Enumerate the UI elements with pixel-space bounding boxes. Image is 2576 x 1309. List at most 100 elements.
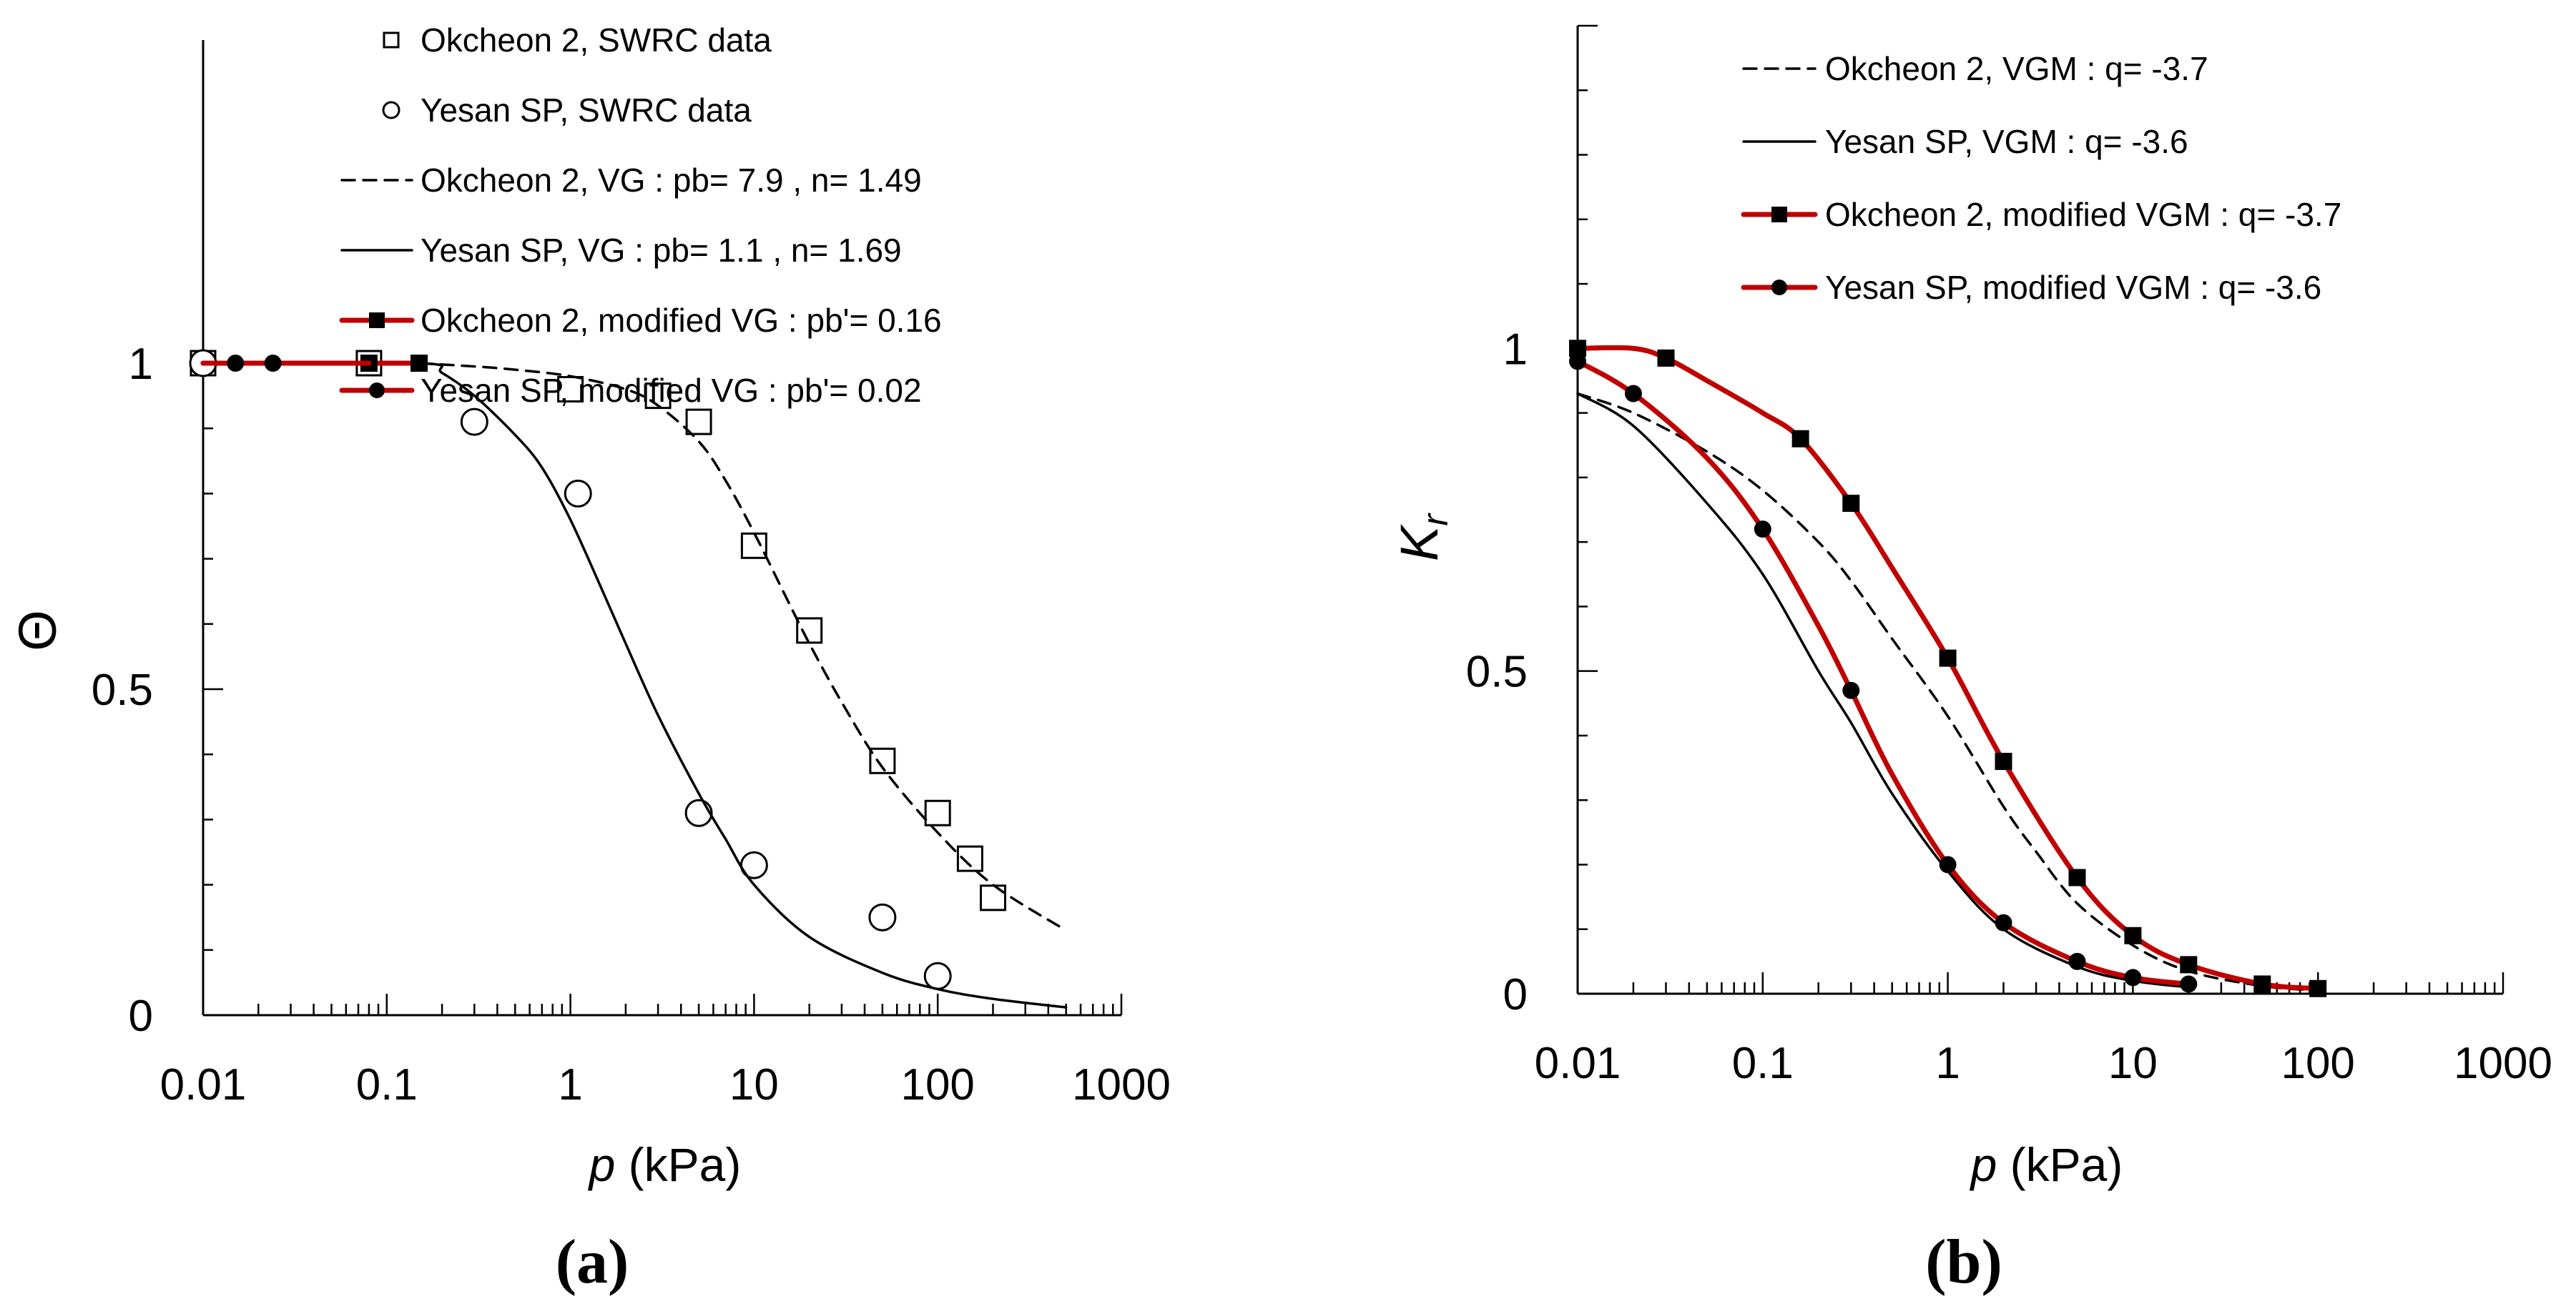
panel-b-series-3-point [1842,681,1860,699]
panel-b-y-axis-label-sub: r [1415,513,1455,526]
panel-a-legend-entry: Yesan SP, modified VG : pb'= 0.02 [339,372,922,409]
panel-a-series-1-point [564,479,592,508]
panel-a-series-2-curve [418,362,1068,932]
panel-b-x-tick-label: 1000 [2454,1039,2552,1088]
panel-a-x-axis-label-units: (kPa) [615,1138,741,1191]
panel-a-y-tick-label: 1 [129,340,153,389]
panel-a-legend-label: Okcheon 2, SWRC data [421,21,772,59]
panel-a-x-axis-label: p (kPa) [588,1138,742,1191]
panel-a-y-axis-label: Θ [8,610,67,651]
panel-b-legend-marker [1771,280,1787,295]
panel-a-legend-marker [369,382,385,398]
panel-a-series-0-point [980,884,1007,912]
panel-a-legend-marker [383,31,400,49]
panel-a-legend-label: Okcheon 2, VG : pb= 7.9 , n= 1.49 [421,162,922,199]
panel-b-y-axis-label: Kr [1390,513,1455,561]
panel-a-series-0-point [685,408,712,435]
panel-b-label: (b) [1925,1228,2002,1297]
panel-a-series-5-point [264,355,282,372]
panel-b-series-2-curve [1575,345,2321,992]
panel-b-legend-label: Okcheon 2, modified VGM : q= -3.7 [1825,196,2341,233]
panel-a-x-tick-label: 1 [558,1060,582,1110]
panel-a-legend-entry: Okcheon 2, VG : pb= 7.9 , n= 1.49 [340,162,922,199]
panel-a-series-3-curve [202,361,1068,1009]
panel-a-x-tick-label: 0.01 [160,1060,247,1110]
panel-a-series-0-point [924,799,951,826]
panel-b-series-3-point [1995,914,2012,932]
panel-b-y-axis-label-main: K [1390,523,1449,561]
panel-b-series-3-point [2124,969,2142,987]
panel-a-legend-label: Okcheon 2, modified VG : pb'= 0.16 [421,302,942,339]
panel-a-legend-entry: Yesan SP, VG : pb= 1.1 , n= 1.69 [340,232,902,269]
panel-b-series-2-point [2068,869,2086,886]
panel-b-x-tick-label: 10 [2108,1039,2158,1088]
panel-a-x-tick-label: 100 [900,1060,974,1110]
panel-a-series-4-point [411,355,428,372]
panel-b-series-2-point [1657,349,1675,367]
panel-b-series-2-point [1995,753,2012,771]
panel-a-legend: Okcheon 2, SWRC data Yesan SP, SWRC data O… [339,21,942,409]
panel-b-legend: Okcheon 2, VGM : q= -3.7 Yesan SP, VGM : … [1741,50,2341,306]
panel-a-legend-entry: Yesan SP, SWRC data [382,92,752,129]
panel-b-kr-chart: 0.01 0.1 1 10 100 1000 0 0.5 1 Okcheon 2, VGM : … [1390,24,2552,1297]
panel-a-series-3 [202,361,1068,1009]
panel-a-legend-entry: Okcheon 2, SWRC data [383,21,772,59]
panel-a-series-1-point [684,799,713,827]
panel-b-legend-marker [1771,207,1787,222]
panel-a-axes: 0.01 0.1 1 10 100 1000 0 0.5 1 [92,40,1171,1110]
panel-b-series-3-point [2068,952,2086,970]
panel-b-series-3 [1569,352,2198,993]
panel-a-x-tick-label: 1000 [1072,1060,1171,1110]
panel-a-legend-marker [382,101,400,119]
panel-b-x-axis-label-italic: p [1970,1138,1997,1191]
panel-b-x-axis-label-units: (kPa) [1997,1138,2123,1191]
panel-b-series-2-point [2253,975,2271,993]
panel-b-series-2-point [1842,494,1860,512]
panel-a-series-1-point [868,903,897,932]
panel-a-legend-label: Yesan SP, VG : pb= 1.1 , n= 1.69 [421,232,902,269]
panel-a-series-2 [418,362,1068,932]
panel-a-series-1-point [923,962,952,990]
panel-a-label: (a) [556,1228,629,1297]
panel-b-legend-entry: Okcheon 2, modified VGM : q= -3.7 [1741,196,2341,233]
panel-b-y-tick-label: 1 [1503,325,1528,374]
panel-b-series-3-point [1624,385,1642,402]
panel-a-data [189,349,1068,1009]
panel-b-series-2-point [2309,979,2327,997]
panel-a-legend-entry: Okcheon 2, modified VG : pb'= 0.16 [339,302,942,339]
panel-b-series-3-curve [1575,358,2191,987]
panel-b-series-1-curve [1576,392,2191,989]
panel-a-y-tick-label: 0.5 [92,666,153,715]
panel-a-series-5-point [227,355,245,372]
panel-b-y-tick-label: 0.5 [1466,648,1528,697]
panel-a-y-tick-label: 0 [129,992,153,1041]
panel-b-data [1569,340,2327,997]
panel-b-series-2-point [1939,649,1957,667]
panel-b-series-2-point [1791,430,1809,448]
panel-a-x-tick-label: 0.1 [356,1060,418,1110]
panel-b-y-tick-label: 0 [1503,970,1528,1019]
panel-b-legend-entry: Yesan SP, modified VGM : q= -3.6 [1741,269,2321,306]
panel-a-series-1 [189,349,952,990]
panel-a-series-5 [200,355,372,372]
panel-a-series-0-point [740,532,767,559]
panel-a-series-0-point [796,617,823,644]
panel-b-legend-label: Okcheon 2, VGM : q= -3.7 [1825,50,2208,87]
panel-a-series-1-point [460,407,488,436]
panel-a-x-axis-label-italic: p [588,1138,616,1191]
panel-b-series-0-curve [1576,392,2319,992]
panel-b-series-0 [1576,392,2319,992]
panel-b-legend-entry: Yesan SP, VGM : q= -3.6 [1742,123,2188,160]
panel-a-legend-marker [369,312,385,328]
panel-b-legend-label: Yesan SP, modified VGM : q= -3.6 [1825,269,2321,306]
panel-b-series-3-point [2180,975,2198,993]
panel-a-series-0-point [644,382,672,410]
panel-a-legend-label: Yesan SP, SWRC data [421,92,752,129]
panel-b-series-2-point [2124,927,2142,944]
panel-b-x-tick-label: 1 [1935,1039,1960,1088]
panel-b-x-axis-label: p (kPa) [1970,1138,2123,1191]
panel-b-series-3-point [1569,352,1586,370]
panel-b-axes: 0.01 0.1 1 10 100 1000 0 0.5 1 [1466,24,2552,1088]
panel-b-legend-label: Yesan SP, VGM : q= -3.6 [1825,123,2188,160]
